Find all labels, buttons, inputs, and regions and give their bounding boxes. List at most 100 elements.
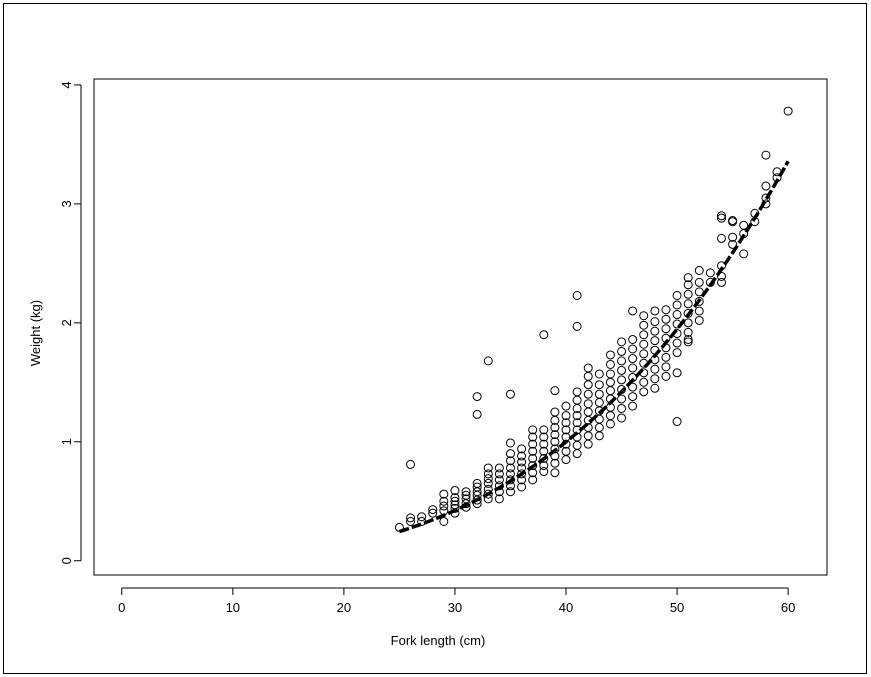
data-point (550, 430, 560, 440)
data-point (428, 505, 438, 515)
data-point (550, 386, 560, 396)
y-tick-label: 3 (59, 200, 74, 207)
x-tick-label: 0 (118, 600, 125, 615)
data-point (628, 354, 638, 364)
data-point (494, 475, 504, 485)
data-point (639, 339, 649, 349)
data-points (394, 106, 793, 532)
data-point (439, 489, 449, 499)
data-point (628, 392, 638, 402)
data-point (661, 352, 671, 362)
data-point (572, 395, 582, 405)
data-point (628, 382, 638, 392)
data-point (716, 213, 726, 223)
data-point (605, 377, 615, 387)
data-point (716, 271, 726, 281)
data-point (672, 310, 682, 320)
data-point (672, 348, 682, 358)
data-point (483, 469, 493, 479)
data-point (617, 346, 627, 356)
data-point (617, 356, 627, 366)
data-point (494, 463, 504, 473)
data-point (439, 496, 449, 506)
data-point (494, 494, 504, 504)
y-tick-label: 4 (59, 81, 74, 88)
data-point (605, 411, 615, 421)
data-point (572, 321, 582, 331)
data-point (494, 469, 504, 479)
data-point (550, 437, 560, 447)
data-point (528, 453, 538, 463)
data-point (505, 438, 515, 448)
data-point (683, 318, 693, 328)
data-point (683, 327, 693, 337)
data-point (628, 334, 638, 344)
x-axis-label: Fork length (cm) (391, 633, 486, 648)
data-point (650, 336, 660, 346)
data-point (639, 387, 649, 397)
data-point (761, 193, 771, 203)
data-point (505, 449, 515, 459)
data-point (539, 453, 549, 463)
data-point (650, 374, 660, 384)
data-point (528, 432, 538, 442)
data-point (550, 444, 560, 454)
data-point (483, 474, 493, 484)
data-point (439, 516, 449, 526)
data-point (605, 369, 615, 379)
data-point (694, 266, 704, 276)
data-point (628, 401, 638, 411)
data-point (450, 503, 460, 513)
data-point (694, 306, 704, 316)
data-point (583, 371, 593, 381)
data-point (594, 389, 604, 399)
data-point (661, 314, 671, 324)
data-point (628, 344, 638, 354)
data-point (461, 494, 471, 504)
data-point (716, 211, 726, 221)
data-point (483, 463, 493, 473)
data-point (505, 389, 515, 399)
data-point (683, 273, 693, 283)
data-point (561, 411, 571, 421)
data-point (617, 365, 627, 375)
data-point (683, 289, 693, 299)
data-point (672, 368, 682, 378)
data-point (583, 431, 593, 441)
data-point (728, 232, 738, 242)
data-point (539, 425, 549, 435)
data-point (539, 330, 549, 340)
data-point (550, 423, 560, 433)
x-tick-label: 40 (559, 600, 573, 615)
x-tick-label: 20 (337, 600, 351, 615)
data-point (572, 440, 582, 450)
data-point (783, 106, 793, 116)
data-point (650, 317, 660, 327)
data-point (450, 493, 460, 503)
data-point (539, 461, 549, 471)
data-point (450, 496, 460, 506)
data-point (561, 455, 571, 465)
x-tick-label: 10 (226, 600, 240, 615)
data-point (528, 425, 538, 435)
data-point (539, 467, 549, 477)
data-point (594, 431, 604, 441)
data-point (650, 383, 660, 393)
data-point (461, 490, 471, 500)
data-point (572, 418, 582, 428)
data-point (716, 277, 726, 287)
data-point (705, 268, 715, 278)
data-point (661, 362, 671, 372)
data-point (694, 296, 704, 306)
data-point (672, 338, 682, 348)
data-point (539, 446, 549, 456)
data-point (617, 413, 627, 423)
data-point (550, 468, 560, 478)
data-point (472, 409, 482, 419)
data-point (583, 389, 593, 399)
plot-area (93, 78, 828, 576)
data-point (739, 220, 749, 230)
data-point (517, 482, 527, 492)
data-point (639, 320, 649, 330)
